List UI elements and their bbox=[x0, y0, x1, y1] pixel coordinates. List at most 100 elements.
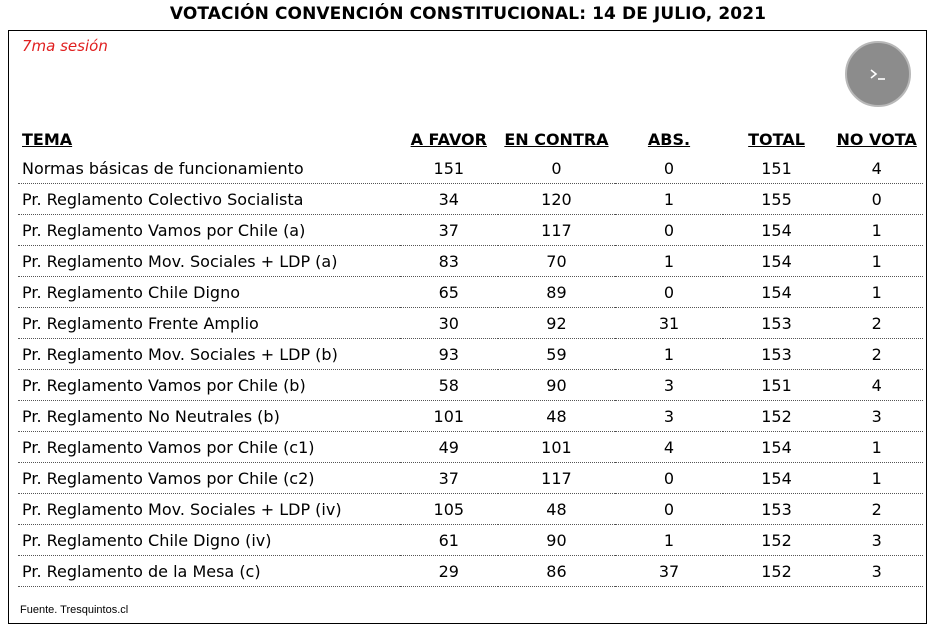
cell-total: 153 bbox=[722, 307, 831, 339]
table-row: Normas básicas de funcionamiento 151 0 0 151… bbox=[18, 153, 923, 184]
terminal-icon bbox=[870, 69, 885, 80]
cell-en-contra: 90 bbox=[497, 369, 616, 401]
table-row: Pr. Reglamento Vamos por Chile (c1) 49 101… bbox=[18, 431, 923, 463]
cell-a-favor: 61 bbox=[399, 524, 498, 556]
table-row: Pr. Reglamento de la Mesa (c) 29 86 37 152 3 bbox=[18, 555, 923, 587]
cell-abs: 0 bbox=[615, 214, 723, 246]
cell-no-vota: 2 bbox=[830, 338, 923, 370]
cell-no-vota: 4 bbox=[830, 153, 923, 184]
cell-a-favor: 105 bbox=[399, 493, 498, 525]
cell-abs: 0 bbox=[615, 153, 723, 184]
cell-total: 154 bbox=[722, 276, 831, 308]
cell-tema: Pr. Reglamento Mov. Sociales + LDP (a) bbox=[18, 245, 400, 277]
results-panel: 7ma sesión TEMA A FAVOR EN CONTRA ABS. T… bbox=[8, 30, 927, 624]
cell-a-favor: 58 bbox=[399, 369, 498, 401]
cell-a-favor: 93 bbox=[399, 338, 498, 370]
cell-tema: Pr. Reglamento Colectivo Socialista bbox=[18, 183, 400, 215]
source-note: Fuente. Tresquintos.cl bbox=[20, 604, 129, 616]
cell-no-vota: 3 bbox=[830, 555, 923, 587]
cell-abs: 31 bbox=[615, 307, 723, 339]
cell-total: 154 bbox=[722, 214, 831, 246]
table-row: Pr. Reglamento Mov. Sociales + LDP (b) 93… bbox=[18, 338, 923, 370]
cell-no-vota: 1 bbox=[830, 245, 923, 277]
cell-tema: Pr. Reglamento Chile Digno (iv) bbox=[18, 524, 400, 556]
cell-en-contra: 89 bbox=[497, 276, 616, 308]
cell-tema: Pr. Reglamento Mov. Sociales + LDP (iv) bbox=[18, 493, 400, 525]
cell-abs: 0 bbox=[615, 462, 723, 494]
cell-en-contra: 48 bbox=[497, 400, 616, 432]
cell-tema: Pr. Reglamento Mov. Sociales + LDP (b) bbox=[18, 338, 400, 370]
cell-no-vota: 3 bbox=[830, 400, 923, 432]
cell-no-vota: 2 bbox=[830, 307, 923, 339]
votes-table: TEMA A FAVOR EN CONTRA ABS. TOTAL NO VOT… bbox=[18, 125, 923, 587]
cell-tema: Pr. Reglamento Chile Digno bbox=[18, 276, 400, 308]
cell-en-contra: 120 bbox=[497, 183, 616, 215]
cell-total: 153 bbox=[722, 338, 831, 370]
table-row: Pr. Reglamento Chile Digno 65 89 0 154 1 bbox=[18, 276, 923, 308]
cell-abs: 0 bbox=[615, 276, 723, 308]
cell-tema: Pr. Reglamento Frente Amplio bbox=[18, 307, 400, 339]
table-header-row: TEMA A FAVOR EN CONTRA ABS. TOTAL NO VOT… bbox=[18, 125, 923, 153]
cell-no-vota: 1 bbox=[830, 214, 923, 246]
cell-en-contra: 48 bbox=[497, 493, 616, 525]
cell-tema: Pr. Reglamento de la Mesa (c) bbox=[18, 555, 400, 587]
cell-total: 151 bbox=[722, 153, 831, 184]
cell-abs: 1 bbox=[615, 338, 723, 370]
cell-total: 154 bbox=[722, 245, 831, 277]
cell-a-favor: 83 bbox=[399, 245, 498, 277]
session-label: 7ma sesión bbox=[22, 37, 108, 55]
cell-no-vota: 2 bbox=[830, 493, 923, 525]
header-tema: TEMA bbox=[22, 129, 73, 149]
header-total: TOTAL bbox=[748, 129, 805, 149]
cell-total: 154 bbox=[722, 462, 831, 494]
cell-abs: 37 bbox=[615, 555, 723, 587]
cell-en-contra: 86 bbox=[497, 555, 616, 587]
table-row: Pr. Reglamento Mov. Sociales + LDP (a) 83… bbox=[18, 245, 923, 277]
terminal-button[interactable] bbox=[845, 41, 911, 107]
cell-tema: Normas básicas de funcionamiento bbox=[18, 153, 400, 184]
cell-no-vota: 0 bbox=[830, 183, 923, 215]
cell-total: 152 bbox=[722, 555, 831, 587]
cell-en-contra: 117 bbox=[497, 462, 616, 494]
cell-a-favor: 101 bbox=[399, 400, 498, 432]
table-row: Pr. Reglamento Chile Digno (iv) 61 90 1 152 3 bbox=[18, 524, 923, 556]
cell-total: 152 bbox=[722, 524, 831, 556]
cell-a-favor: 37 bbox=[399, 214, 498, 246]
cell-tema: Pr. Reglamento Vamos por Chile (c2) bbox=[18, 462, 400, 494]
cell-en-contra: 0 bbox=[497, 153, 616, 184]
table-row: Pr. Reglamento Vamos por Chile (c2) 37 117… bbox=[18, 462, 923, 494]
cell-total: 154 bbox=[722, 431, 831, 463]
cell-no-vota: 1 bbox=[830, 276, 923, 308]
cell-abs: 3 bbox=[615, 369, 723, 401]
cell-total: 151 bbox=[722, 369, 831, 401]
page-title: VOTACIÓN CONVENCIÓN CONSTITUCIONAL: 14 D… bbox=[169, 4, 767, 24]
cell-a-favor: 34 bbox=[399, 183, 498, 215]
table-row: Pr. Reglamento Frente Amplio 30 92 31 153 2 bbox=[18, 307, 923, 339]
cell-abs: 4 bbox=[615, 431, 723, 463]
header-en-contra: EN CONTRA bbox=[504, 129, 609, 149]
cell-en-contra: 70 bbox=[497, 245, 616, 277]
cell-en-contra: 117 bbox=[497, 214, 616, 246]
cell-abs: 1 bbox=[615, 183, 723, 215]
cell-no-vota: 1 bbox=[830, 462, 923, 494]
cell-en-contra: 92 bbox=[497, 307, 616, 339]
cell-a-favor: 29 bbox=[399, 555, 498, 587]
cell-abs: 1 bbox=[615, 245, 723, 277]
cell-tema: Pr. Reglamento No Neutrales (b) bbox=[18, 400, 400, 432]
cell-abs: 0 bbox=[615, 493, 723, 525]
cell-a-favor: 37 bbox=[399, 462, 498, 494]
cell-a-favor: 49 bbox=[399, 431, 498, 463]
table-row: Pr. Reglamento Vamos por Chile (b) 58 90 3 1… bbox=[18, 369, 923, 401]
cell-a-favor: 151 bbox=[399, 153, 498, 184]
table-row: Pr. Reglamento No Neutrales (b) 101 48 3 152… bbox=[18, 400, 923, 432]
cell-tema: Pr. Reglamento Vamos por Chile (c1) bbox=[18, 431, 400, 463]
cell-total: 153 bbox=[722, 493, 831, 525]
table-row: Pr. Reglamento Mov. Sociales + LDP (iv) 1… bbox=[18, 493, 923, 525]
cell-abs: 1 bbox=[615, 524, 723, 556]
cell-total: 152 bbox=[722, 400, 831, 432]
cell-en-contra: 90 bbox=[497, 524, 616, 556]
cell-no-vota: 1 bbox=[830, 431, 923, 463]
table-row: Pr. Reglamento Colectivo Socialista 34 120… bbox=[18, 183, 923, 215]
cell-a-favor: 65 bbox=[399, 276, 498, 308]
cell-total: 155 bbox=[722, 183, 831, 215]
